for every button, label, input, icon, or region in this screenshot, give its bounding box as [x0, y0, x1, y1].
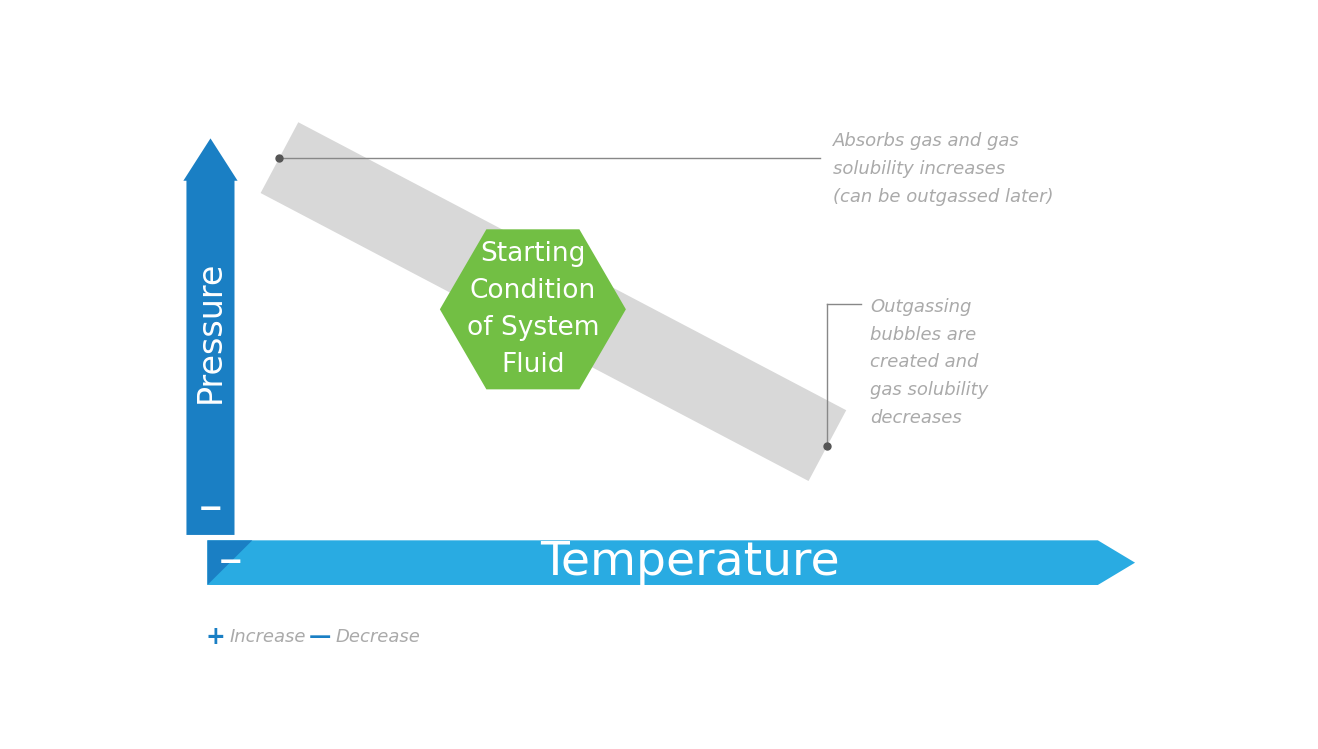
Text: +: + [194, 98, 228, 140]
FancyArrow shape [207, 540, 1135, 585]
Text: Decrease: Decrease [335, 628, 420, 646]
Text: Absorbs gas and gas
solubility increases
(can be outgassed later): Absorbs gas and gas solubility increases… [833, 133, 1053, 206]
Text: Increase: Increase [229, 628, 306, 646]
Text: Starting
Condition
of System
Fluid: Starting Condition of System Fluid [467, 241, 600, 377]
Text: Pressure: Pressure [194, 261, 227, 403]
Text: Outgassing
bubbles are
created and
gas solubility
decreases: Outgassing bubbles are created and gas s… [870, 298, 988, 427]
Text: —: — [308, 627, 331, 646]
Text: −: − [198, 495, 223, 524]
Text: −: − [217, 548, 244, 577]
FancyArrow shape [183, 139, 237, 535]
Polygon shape [440, 229, 626, 389]
Text: Temperature: Temperature [540, 540, 840, 585]
Text: +: + [1143, 542, 1178, 583]
Text: +: + [206, 625, 225, 649]
Polygon shape [261, 122, 846, 481]
Polygon shape [207, 540, 252, 585]
